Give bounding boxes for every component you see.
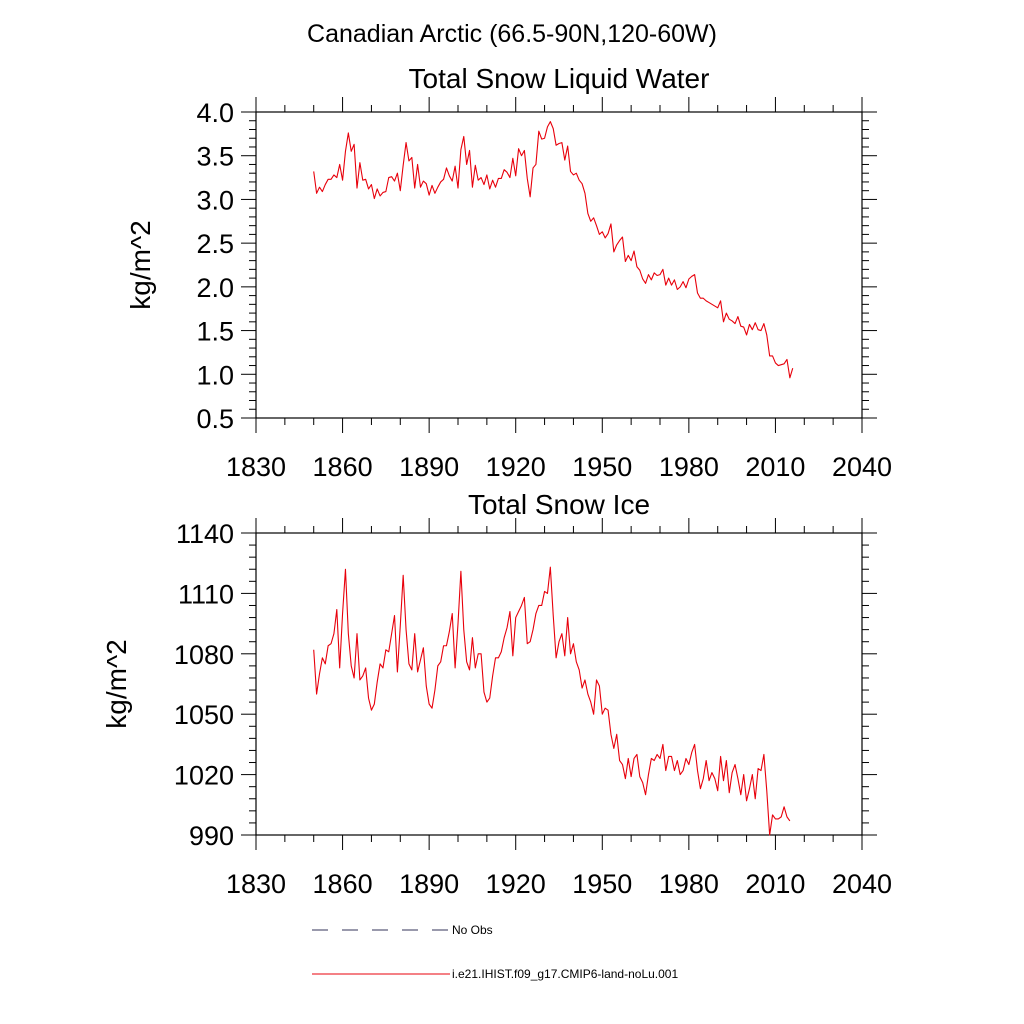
x-tick-label: 1890 (399, 452, 459, 482)
x-tick-label: 1830 (226, 452, 286, 482)
x-tick-label: 2040 (832, 869, 892, 899)
x-tick-label: 1830 (226, 869, 286, 899)
legend-label: i.e21.IHIST.f09_g17.CMIP6-land-noLu.001 (452, 967, 678, 981)
y-axis-label: kg/m^2 (125, 220, 156, 309)
plot-frame (255, 532, 863, 836)
legend: No Obs i.e21.IHIST.f09_g17.CMIP6-land-no… (312, 923, 678, 981)
legend-label: No Obs (452, 923, 493, 937)
chart-title: Total Snow Liquid Water (409, 63, 710, 94)
y-tick-label: 4.0 (196, 98, 234, 128)
x-tick-label: 1920 (486, 452, 546, 482)
legend-item: i.e21.IHIST.f09_g17.CMIP6-land-noLu.001 (312, 967, 678, 981)
x-tick-label: 1920 (486, 869, 546, 899)
y-tick-label: 1080 (174, 640, 234, 670)
x-tick-label: 2010 (745, 869, 805, 899)
y-tick-label: 2.5 (196, 229, 234, 259)
y-tick-label: 1.0 (196, 360, 234, 390)
y-tick-label: 2.0 (196, 273, 234, 303)
y-axis-label: kg/m^2 (101, 639, 132, 728)
y-tick-label: 1110 (178, 579, 234, 609)
series-line (313, 121, 794, 379)
x-tick-label: 1890 (399, 869, 459, 899)
x-tick-label: 2010 (745, 452, 805, 482)
x-tick-label: 1980 (659, 869, 719, 899)
x-tick-label: 1860 (313, 869, 373, 899)
y-tick-label: 3.0 (196, 185, 234, 215)
series-line (313, 566, 791, 836)
y-tick-label: 3.5 (196, 142, 234, 172)
x-tick-label: 2040 (832, 452, 892, 482)
figure-title: Canadian Arctic (66.5-90N,120-60W) (307, 20, 717, 48)
x-tick-label: 1860 (313, 452, 373, 482)
chart-panel-snow-liquid-water: Total Snow Liquid Water kg/m^2 1830 1860 1… (125, 63, 892, 482)
y-tick-label: 1.5 (196, 317, 234, 347)
x-tick-label: 1950 (572, 452, 632, 482)
legend-item: No Obs (312, 923, 493, 937)
x-tick-label: 1950 (572, 869, 632, 899)
chart-panel-snow-ice: Total Snow Ice kg/m^2 1830 1860 1890 1920 19… (101, 489, 892, 899)
plot-frame (255, 111, 863, 419)
y-tick-label: 1020 (174, 761, 234, 791)
y-tick-label: 990 (189, 821, 234, 851)
x-tick-label: 1980 (659, 452, 719, 482)
y-tick-label: 1140 (176, 519, 234, 549)
y-tick-label: 1050 (174, 700, 234, 730)
y-tick-label: 0.5 (196, 404, 234, 434)
chart-title: Total Snow Ice (468, 489, 650, 520)
